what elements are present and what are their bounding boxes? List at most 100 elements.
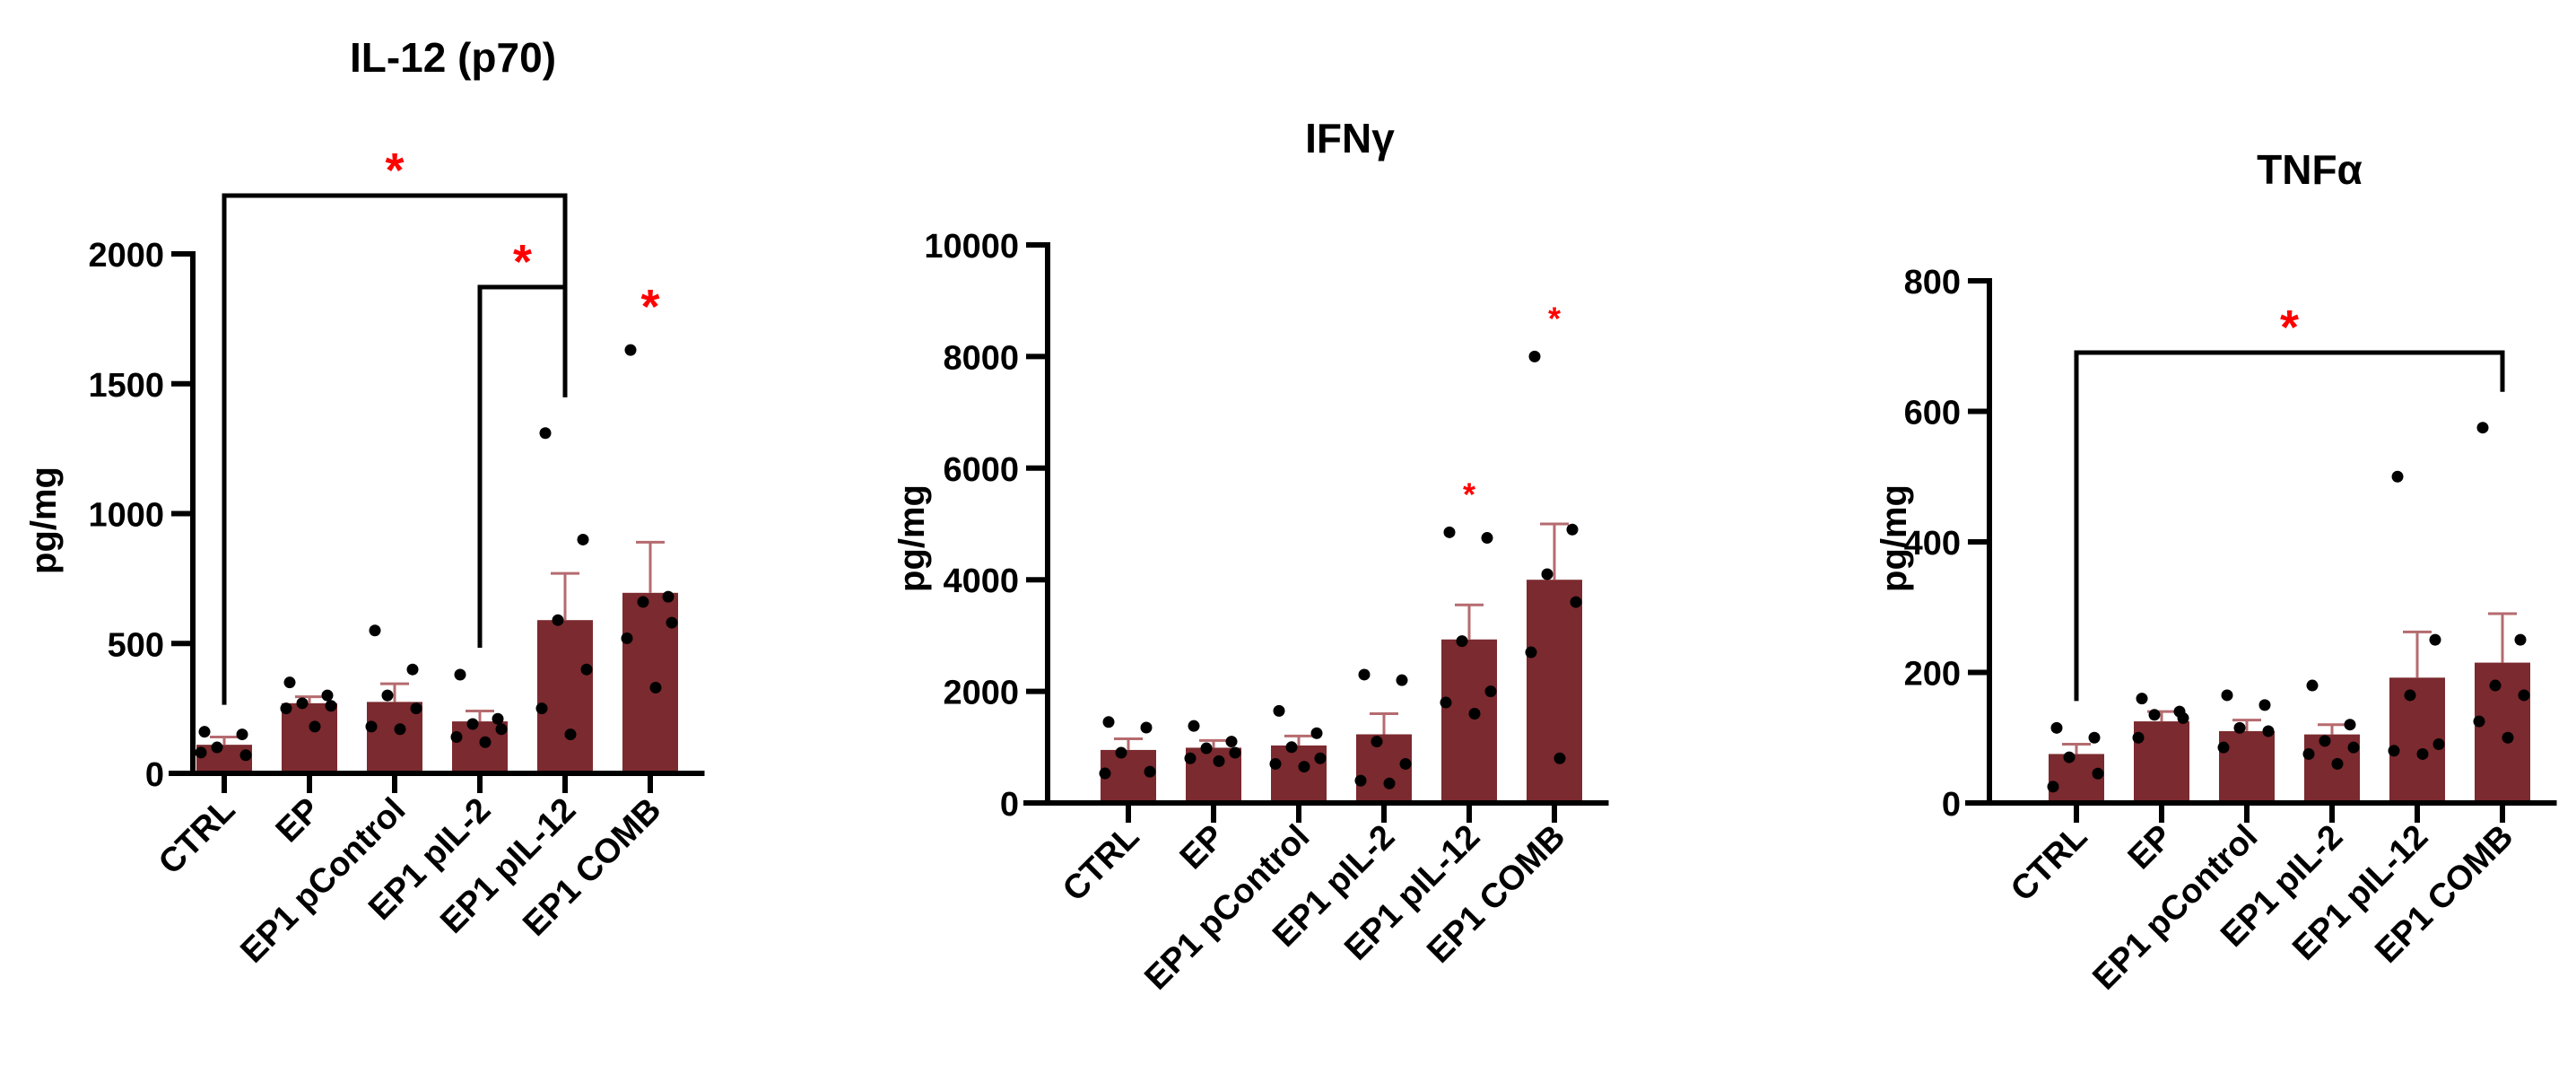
data-point — [621, 632, 633, 644]
data-point — [535, 702, 548, 715]
data-point — [198, 726, 211, 738]
y-axis-label: pg/mg — [1875, 484, 1914, 592]
data-point — [466, 718, 479, 730]
data-point — [1399, 757, 1412, 770]
data-point — [1553, 752, 1566, 764]
y-tick-label: 1500 — [88, 367, 164, 405]
data-point — [2132, 731, 2145, 744]
data-point — [296, 697, 309, 710]
y-tick-label: 200 — [1904, 656, 1961, 694]
significance-star: * — [1463, 475, 1475, 512]
data-point — [1115, 746, 1127, 759]
data-point — [2221, 689, 2233, 702]
data-point — [369, 624, 381, 637]
data-point — [2404, 689, 2416, 702]
x-tick-label: CTRL — [1056, 818, 1146, 909]
data-point — [1354, 774, 1367, 787]
y-tick-label: 0 — [1000, 786, 1019, 824]
data-point — [1481, 532, 1493, 545]
data-point — [1484, 685, 1497, 698]
data-point — [2088, 731, 2101, 744]
data-point — [662, 590, 674, 603]
significance-bracket — [477, 284, 568, 648]
data-point — [2429, 633, 2441, 646]
data-point — [1298, 761, 1310, 773]
data-point — [1285, 741, 1298, 754]
data-point — [2344, 719, 2356, 731]
data-point — [1541, 568, 1553, 580]
data-point — [410, 702, 422, 715]
x-tick-label: EP — [2121, 818, 2180, 877]
data-point — [2063, 751, 2076, 763]
data-point — [2331, 757, 2344, 770]
data-point — [1225, 736, 1238, 748]
data-point — [1566, 523, 1579, 536]
data-point — [1099, 767, 1111, 780]
data-point — [2233, 721, 2246, 734]
data-point — [1371, 736, 1383, 748]
data-point — [2514, 633, 2527, 646]
data-point — [1188, 720, 1200, 732]
data-point — [2391, 470, 2404, 483]
x-tick-label: EP — [1173, 818, 1232, 877]
data-point — [236, 728, 248, 741]
data-point — [2050, 721, 2063, 734]
data-point — [365, 720, 378, 733]
data-point — [637, 596, 649, 608]
significance-star: * — [513, 235, 532, 289]
data-point — [492, 712, 504, 725]
data-point — [239, 749, 252, 762]
data-point — [1102, 716, 1115, 728]
data-point — [580, 663, 593, 676]
bar-ep1-pil-12 — [537, 620, 593, 773]
chart-title: TNFα — [2257, 146, 2363, 193]
y-axis-label: pg/mg — [24, 467, 64, 574]
data-point — [564, 728, 577, 741]
data-point — [2306, 679, 2319, 692]
data-point — [2302, 747, 2315, 760]
y-tick-label: 500 — [108, 626, 164, 664]
bar-ep1-pil-12 — [1441, 639, 1497, 803]
data-point — [280, 702, 292, 715]
data-point — [1440, 696, 1452, 709]
data-point — [495, 723, 508, 736]
data-point — [666, 616, 678, 629]
bar-ep1-comb — [1527, 580, 1582, 803]
data-point — [2347, 741, 2360, 754]
data-point — [2388, 745, 2400, 757]
data-point — [211, 741, 223, 754]
x-tick-label: EP — [269, 791, 328, 851]
data-point — [450, 730, 463, 743]
data-point — [1213, 755, 1225, 767]
bar-ep — [282, 702, 337, 773]
data-point — [2416, 747, 2429, 760]
data-point — [2489, 679, 2502, 692]
data-point — [195, 746, 207, 759]
data-point — [454, 668, 466, 681]
data-point — [624, 344, 637, 356]
y-tick-label: 4000 — [943, 563, 1019, 600]
chart-title: IFNγ — [1305, 115, 1395, 161]
bar-ep1-pcontrol — [2219, 730, 2275, 803]
data-point — [321, 689, 334, 702]
data-point — [283, 676, 296, 689]
data-point — [381, 689, 394, 702]
data-point — [406, 663, 419, 676]
data-point — [2432, 738, 2445, 751]
y-tick-label: 0 — [145, 756, 164, 794]
y-tick-label: 2000 — [88, 237, 164, 275]
significance-star: * — [2280, 301, 2299, 354]
data-point — [1456, 635, 1468, 648]
data-point — [1273, 704, 1285, 717]
data-point — [552, 614, 564, 626]
y-tick-label: 2000 — [943, 675, 1019, 712]
significance-star: * — [640, 280, 659, 334]
data-point — [1570, 596, 1582, 608]
data-point — [1200, 742, 1213, 755]
data-point — [2502, 731, 2514, 744]
y-axis-label: pg/mg — [892, 484, 932, 592]
